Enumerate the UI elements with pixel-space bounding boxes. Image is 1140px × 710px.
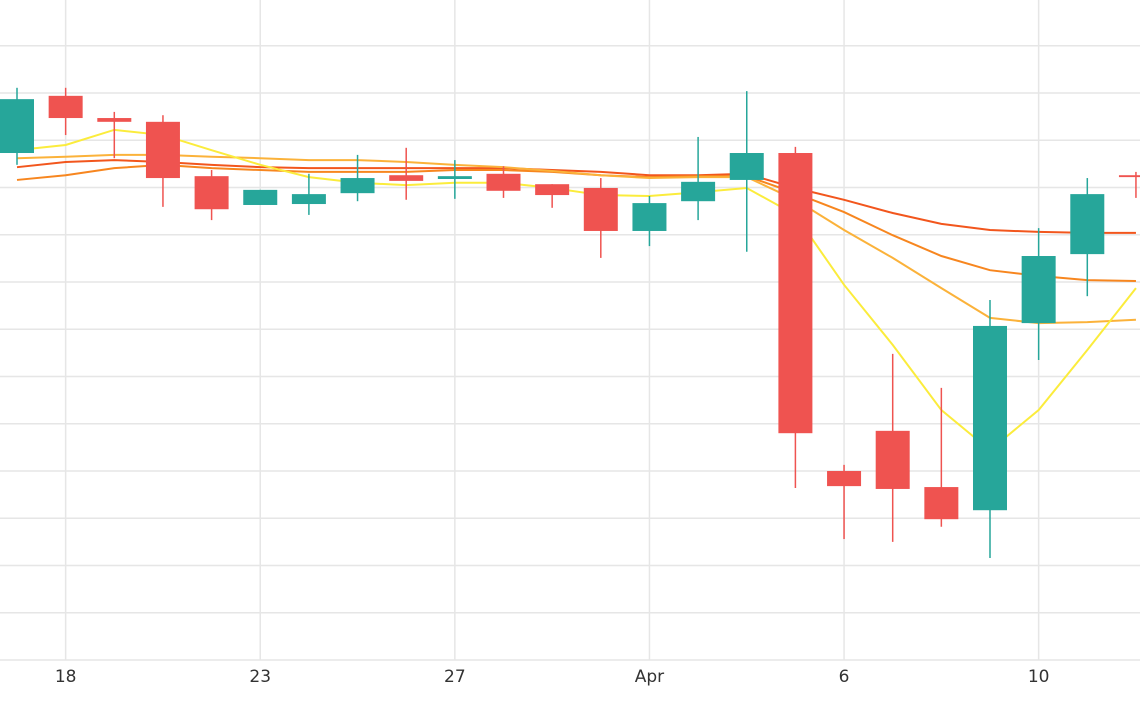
moving-average-line [16,159,1136,234]
candle-body [97,118,132,122]
candle-body [437,176,472,179]
x-tick-label: 10 [1028,667,1050,687]
candle-body [681,181,716,202]
candle-body [0,99,34,154]
candle-body [875,430,910,489]
candle-body [389,175,424,181]
candle-body [145,121,180,179]
x-tick-label: 23 [249,667,271,687]
candle-body [729,153,764,180]
candle-body [48,95,83,119]
candle-body [486,173,521,191]
candle-body [924,487,959,520]
x-tick-label: 18 [55,667,77,687]
candle-body [194,176,229,210]
candle-body [535,184,570,196]
candle-body [1021,256,1056,324]
moving-average-line [16,153,1136,325]
candle-body [1070,194,1105,255]
x-tick-label: 6 [839,667,850,687]
moving-average-line [16,163,1136,283]
candle-body [1118,175,1140,178]
candle-body [583,187,618,231]
candle-body [778,153,813,434]
candle-body [340,178,375,194]
candle-body [827,471,862,487]
candle-body [632,203,667,231]
candle-body [973,325,1007,511]
moving-average-line [16,128,1137,452]
candle-body [243,189,278,205]
x-tick-label: 27 [444,667,466,687]
x-tick-label: Apr [635,667,664,687]
candle-body [291,194,326,205]
